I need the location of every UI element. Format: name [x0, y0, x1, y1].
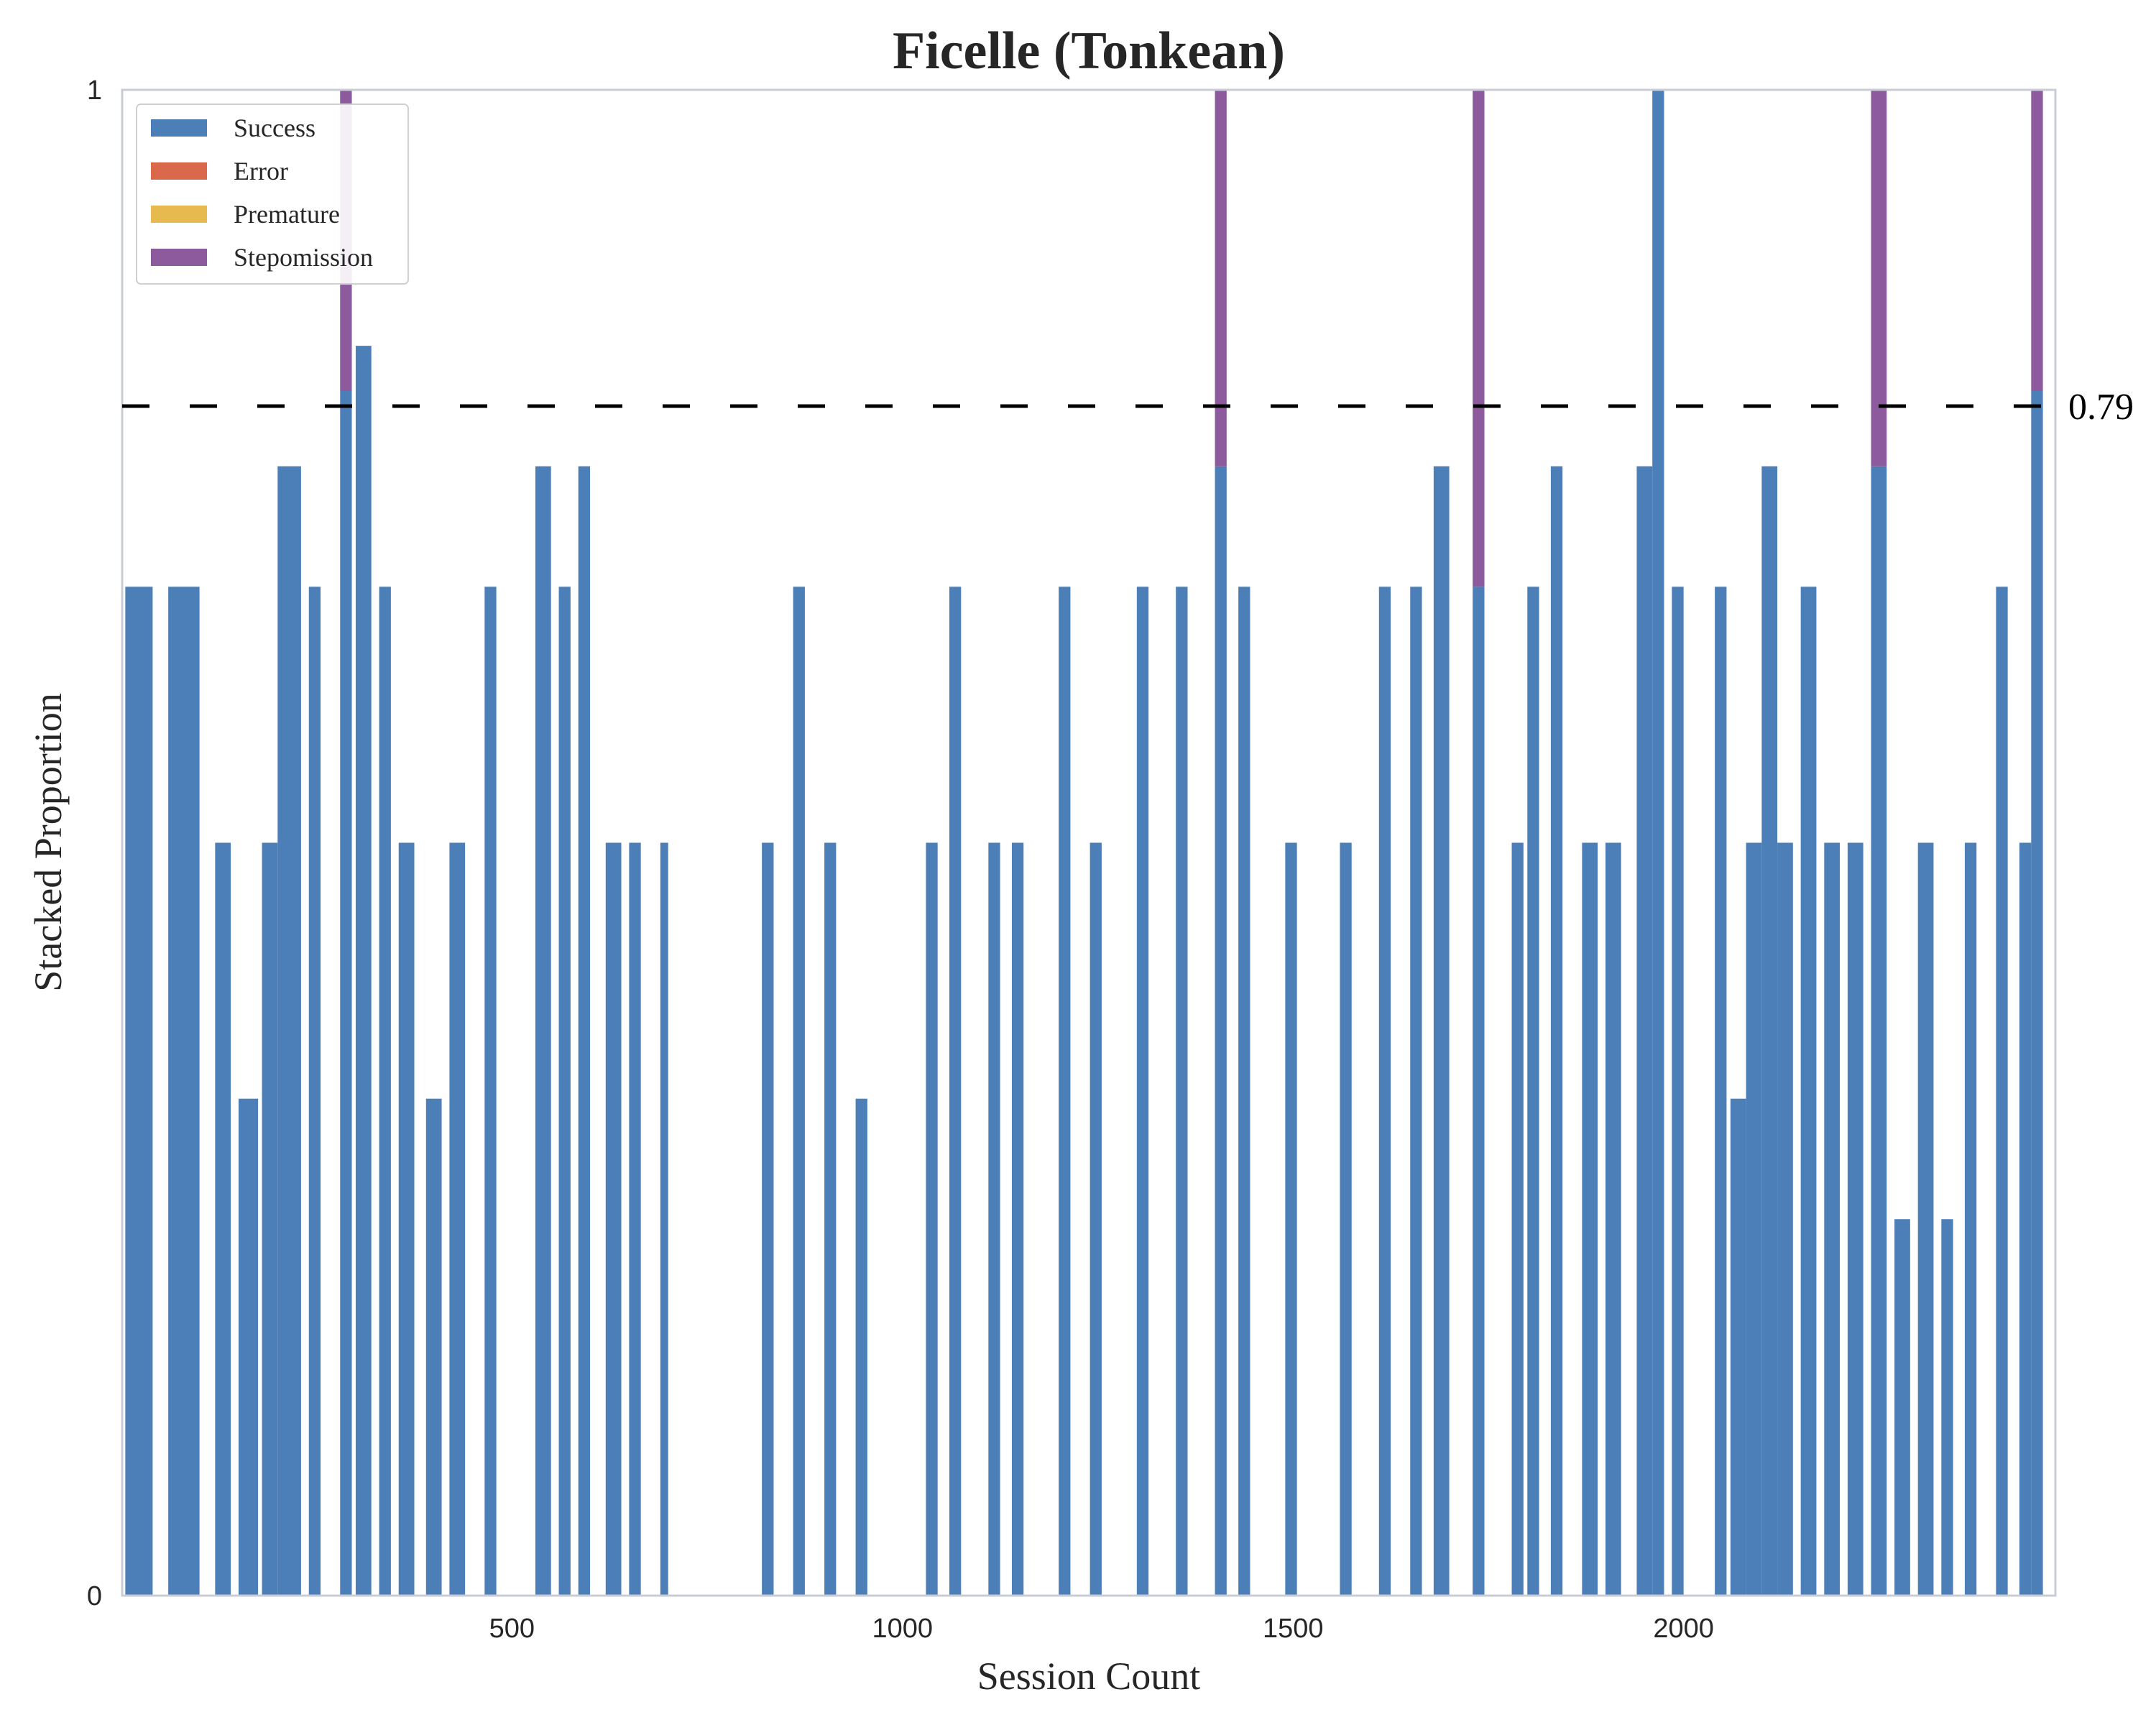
legend-label-success: Success: [234, 114, 315, 142]
y-tick-label-1: 1: [87, 75, 102, 106]
bar-stepomission-32: [1215, 90, 1227, 466]
bar-success-34: [1285, 842, 1297, 1596]
bar-success-19: [660, 842, 668, 1596]
bar-success-35: [1340, 842, 1352, 1596]
bar-success-20: [762, 842, 774, 1596]
bar-success-54: [1824, 842, 1841, 1596]
bar-success-38: [1433, 466, 1450, 1596]
bar-success-44: [1605, 842, 1621, 1596]
legend-label-error: Error: [234, 157, 288, 185]
reference-line-group: 0.79: [122, 387, 2134, 428]
bar-success-3: [238, 1098, 259, 1596]
bar-success-45: [1636, 466, 1653, 1596]
plot-frame: [121, 88, 2057, 1597]
bar-success-42: [1550, 466, 1563, 1596]
bar-success-32: [1215, 466, 1227, 1596]
bar-success-6: [308, 586, 321, 1596]
bar-success-26: [988, 842, 1000, 1596]
bar-success-7: [340, 391, 352, 1596]
bar-success-57: [1894, 1219, 1910, 1596]
bar-success-37: [1410, 586, 1422, 1596]
bar-success-0: [125, 586, 153, 1596]
bar-success-24: [926, 842, 938, 1596]
bar-success-41: [1527, 586, 1539, 1596]
reference-line-label: 0.79: [2068, 387, 2134, 428]
bar-success-5: [277, 466, 301, 1596]
bar-success-50: [1746, 842, 1762, 1596]
x-tick-label-2000: 2000: [1653, 1614, 1714, 1644]
legend-swatch-error: [151, 162, 207, 180]
bar-success-62: [2019, 842, 2032, 1596]
x-tick-label-1500: 1500: [1263, 1614, 1324, 1644]
legend-swatch-premature: [151, 206, 207, 223]
bar-success-28: [1059, 586, 1071, 1596]
bar-success-47: [1672, 586, 1684, 1596]
bar-success-15: [558, 586, 571, 1596]
bar-success-21: [793, 586, 805, 1596]
bar-success-13: [484, 586, 497, 1596]
bar-success-30: [1136, 586, 1149, 1596]
bar-success-2: [215, 842, 231, 1596]
bar-success-4: [262, 842, 278, 1596]
bar-success-40: [1511, 842, 1524, 1596]
bar-success-63: [2031, 391, 2043, 1596]
bar-stepomission-56: [1871, 90, 1887, 466]
y-axis-label: Stacked Proportion: [27, 693, 70, 991]
bar-success-58: [1917, 842, 1934, 1596]
chart-title: Ficelle (Tonkean): [893, 22, 1285, 80]
bar-success-46: [1652, 90, 1664, 1596]
legend: Success Error Premature Stepomission: [136, 104, 409, 285]
bar-success-55: [1847, 842, 1864, 1596]
bar-success-61: [1996, 586, 2008, 1596]
bar-success-17: [605, 842, 622, 1596]
bar-success-59: [1941, 1219, 1953, 1596]
y-axis-ticks: 01: [87, 75, 102, 1611]
bar-success-53: [1800, 586, 1817, 1596]
bar-success-48: [1715, 586, 1727, 1596]
bar-success-25: [949, 586, 962, 1596]
plot-area: [125, 90, 2043, 1596]
bar-success-60: [1964, 842, 1977, 1596]
bar-success-52: [1777, 842, 1793, 1596]
bar-success-11: [425, 1098, 442, 1596]
legend-label-stepomission: Stepomission: [234, 243, 373, 272]
x-tick-label-1000: 1000: [872, 1614, 934, 1644]
x-axis-label: Session Count: [977, 1655, 1201, 1698]
legend-label-premature: Premature: [234, 200, 340, 229]
bar-success-56: [1871, 466, 1887, 1596]
x-tick-label-500: 500: [489, 1614, 535, 1644]
x-axis-ticks: 500 1000 1500 2000: [489, 1614, 1714, 1644]
bar-success-18: [629, 842, 641, 1596]
legend-swatch-success: [151, 119, 207, 137]
y-tick-label-0: 0: [87, 1581, 102, 1611]
bar-success-33: [1238, 586, 1250, 1596]
bar-success-23: [855, 1098, 867, 1596]
legend-swatch-stepomission: [151, 249, 207, 266]
bar-success-16: [578, 466, 591, 1596]
bar-success-49: [1730, 1098, 1746, 1596]
bar-success-14: [535, 466, 551, 1596]
bar-stepomission-63: [2031, 90, 2043, 391]
bar-stepomission-39: [1473, 90, 1485, 587]
bar-success-31: [1176, 586, 1188, 1596]
bar-success-39: [1473, 586, 1485, 1596]
bar-success-36: [1378, 586, 1391, 1596]
bar-success-12: [449, 842, 466, 1596]
bar-success-10: [398, 842, 415, 1596]
bar-success-8: [355, 346, 372, 1596]
bar-success-22: [824, 842, 837, 1596]
bar-success-43: [1582, 842, 1598, 1596]
bar-success-29: [1089, 842, 1102, 1596]
legend-frame: [136, 104, 409, 285]
bar-success-51: [1761, 466, 1778, 1596]
bar-success-27: [1011, 842, 1024, 1596]
bar-success-9: [379, 586, 391, 1596]
bar-success-1: [168, 586, 200, 1596]
